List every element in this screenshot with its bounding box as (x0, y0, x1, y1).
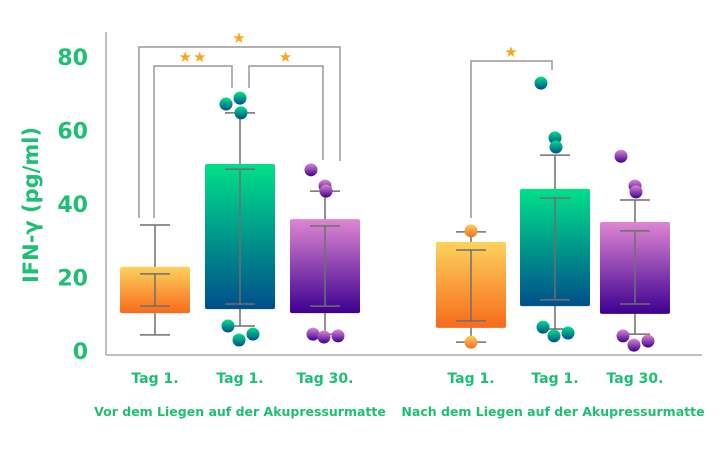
data-point (561, 326, 575, 340)
y-tick-label: 80 (57, 46, 88, 71)
significance-stars: ★ (232, 29, 246, 47)
x-tick-label: Tag 1. (216, 371, 263, 387)
significance-bracket: ★ (138, 29, 341, 218)
y-tick-label: 20 (57, 267, 88, 292)
x-tick-label: Tag 30. (297, 371, 354, 387)
data-point (614, 149, 628, 163)
significance-bracket: ★ (248, 48, 324, 160)
y-tick-label: 60 (57, 120, 88, 145)
data-point (234, 106, 248, 120)
box-teal (205, 91, 275, 347)
bracket-line (153, 65, 233, 218)
data-point (616, 329, 630, 343)
data-point (536, 320, 550, 334)
box-orange (436, 224, 506, 349)
marks: Vor dem Liegen auf der Akupressurmatte Ta… (94, 29, 704, 419)
significance-bracket: ★ (470, 43, 553, 218)
box-teal (520, 76, 590, 343)
data-point (221, 319, 235, 333)
data-point (232, 333, 246, 347)
axes (105, 32, 702, 356)
data-point (641, 334, 655, 348)
y-axis-label: IFN-γ (pg/ml) (19, 127, 43, 283)
bracket-line (138, 46, 341, 218)
x-tick-label: Tag 1. (447, 371, 494, 387)
data-point (319, 184, 333, 198)
group-label: Nach dem Liegen auf der Akupressurmatte (401, 404, 704, 419)
significance-stars: ★★ (179, 48, 208, 66)
data-point (306, 327, 320, 341)
y-tick-label: 40 (57, 193, 88, 218)
bracket-line (470, 60, 553, 218)
data-point (331, 329, 345, 343)
data-point (464, 224, 478, 238)
data-point (219, 97, 233, 111)
data-point (317, 330, 331, 344)
data-point (549, 140, 563, 154)
significance-stars: ★ (279, 48, 293, 66)
data-point (534, 76, 548, 90)
box-purple (600, 149, 670, 352)
data-point (246, 327, 260, 341)
x-tick-label: Tag 1. (531, 371, 578, 387)
box-purple (290, 163, 360, 344)
y-tick-label: 0 (73, 340, 88, 365)
x-tick-label: Tag 1. (131, 371, 178, 387)
data-point (627, 338, 641, 352)
data-point (629, 185, 643, 199)
data-point (547, 329, 561, 343)
data-point (233, 91, 247, 105)
significance-stars: ★ (504, 43, 518, 61)
data-point (304, 163, 318, 177)
box-orange (120, 224, 190, 336)
x-tick-label: Tag 30. (607, 371, 664, 387)
group-label: Vor dem Liegen auf der Akupressurmatte (94, 404, 386, 419)
data-point (464, 335, 478, 349)
significance-bracket: ★★ (153, 48, 233, 218)
y-tick-labels: 0 20 40 60 80 (57, 46, 88, 365)
bracket-line (248, 65, 324, 160)
